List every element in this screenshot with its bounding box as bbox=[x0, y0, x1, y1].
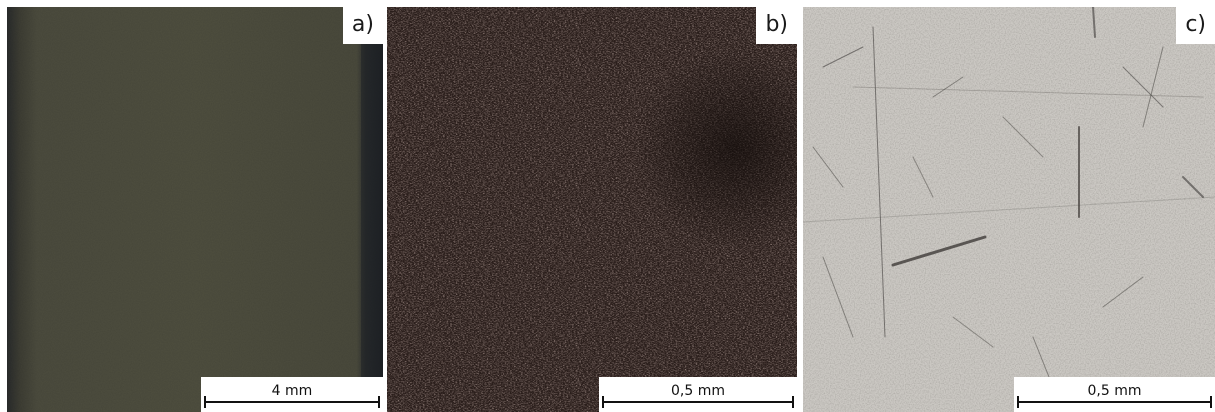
scale-bar-label: 4 mm bbox=[271, 383, 313, 399]
scale-bar-label: 0,5 mm bbox=[671, 383, 725, 399]
panel-label: b) bbox=[756, 7, 797, 44]
micrograph-panel-b: b) 0,5 mm bbox=[387, 7, 797, 412]
scale-bar: 4 mm bbox=[201, 377, 383, 412]
sample-photo-c bbox=[803, 7, 1215, 412]
sample-photo-b bbox=[387, 7, 797, 412]
scale-bar-label: 0,5 mm bbox=[1087, 383, 1142, 399]
panel-label: c) bbox=[1176, 7, 1215, 44]
scale-bar-line bbox=[204, 396, 380, 408]
scale-bar: 0,5 mm bbox=[1014, 377, 1215, 412]
micrograph-panel-c: c) 0,5 mm bbox=[803, 7, 1215, 412]
scale-bar: 0,5 mm bbox=[599, 377, 797, 412]
scale-bar-line bbox=[1017, 396, 1212, 408]
sample-photo-a bbox=[7, 7, 383, 412]
micrograph-panel-a: a) 4 mm bbox=[7, 7, 383, 412]
scale-bar-line bbox=[602, 396, 794, 408]
panel-label: a) bbox=[342, 7, 383, 44]
